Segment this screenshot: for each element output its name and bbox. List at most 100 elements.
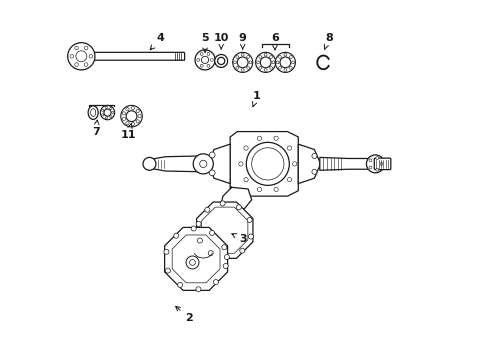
Polygon shape <box>298 144 319 184</box>
Circle shape <box>214 54 227 67</box>
Circle shape <box>239 248 244 253</box>
Circle shape <box>201 56 208 63</box>
Circle shape <box>289 67 292 69</box>
Circle shape <box>193 154 213 174</box>
Circle shape <box>241 69 244 72</box>
Circle shape <box>269 55 272 58</box>
Circle shape <box>220 201 224 206</box>
Circle shape <box>258 67 261 69</box>
Text: 7: 7 <box>92 120 100 136</box>
Circle shape <box>244 146 248 150</box>
Circle shape <box>233 61 236 64</box>
Polygon shape <box>149 156 201 172</box>
Text: 5: 5 <box>201 33 208 53</box>
Circle shape <box>209 230 214 235</box>
Circle shape <box>100 105 115 120</box>
Circle shape <box>196 58 199 61</box>
Text: 9: 9 <box>238 33 246 49</box>
Circle shape <box>246 217 252 222</box>
Circle shape <box>235 55 238 58</box>
Circle shape <box>196 287 201 292</box>
Circle shape <box>195 50 215 70</box>
Circle shape <box>105 117 107 119</box>
Circle shape <box>232 52 252 72</box>
Circle shape <box>260 57 270 68</box>
Circle shape <box>237 57 247 68</box>
Circle shape <box>221 245 226 250</box>
Circle shape <box>284 53 286 56</box>
Circle shape <box>258 55 261 58</box>
Circle shape <box>105 106 107 108</box>
Circle shape <box>248 61 251 64</box>
Circle shape <box>75 46 78 50</box>
Circle shape <box>246 55 249 58</box>
Circle shape <box>257 187 261 192</box>
Circle shape <box>287 177 291 182</box>
Circle shape <box>191 226 196 231</box>
Circle shape <box>163 249 169 254</box>
Circle shape <box>244 177 248 182</box>
Circle shape <box>131 107 134 110</box>
Ellipse shape <box>90 109 96 117</box>
FancyBboxPatch shape <box>83 52 184 60</box>
Circle shape <box>311 153 316 158</box>
Circle shape <box>206 64 209 67</box>
Circle shape <box>67 42 95 70</box>
Text: 11: 11 <box>120 124 136 140</box>
Circle shape <box>89 54 92 58</box>
Polygon shape <box>208 144 230 184</box>
Circle shape <box>70 54 73 58</box>
Circle shape <box>204 207 209 212</box>
Circle shape <box>213 280 218 285</box>
Circle shape <box>271 61 274 64</box>
Circle shape <box>273 187 278 192</box>
Circle shape <box>197 238 202 243</box>
Circle shape <box>125 122 129 125</box>
Circle shape <box>84 46 88 50</box>
Circle shape <box>177 282 183 287</box>
Ellipse shape <box>88 106 98 120</box>
Circle shape <box>200 64 203 67</box>
Circle shape <box>275 52 295 72</box>
Circle shape <box>246 67 249 69</box>
Circle shape <box>235 67 238 69</box>
Circle shape <box>110 107 112 109</box>
Circle shape <box>280 57 290 68</box>
Circle shape <box>121 105 142 127</box>
Circle shape <box>165 268 170 273</box>
Circle shape <box>368 166 371 169</box>
Circle shape <box>223 264 228 269</box>
Polygon shape <box>164 228 227 291</box>
Circle shape <box>185 256 199 269</box>
Text: 1: 1 <box>252 91 261 107</box>
Circle shape <box>241 53 244 56</box>
Circle shape <box>311 169 316 174</box>
Circle shape <box>264 69 266 72</box>
Text: 10: 10 <box>213 33 228 49</box>
Circle shape <box>284 69 286 72</box>
Circle shape <box>256 61 259 64</box>
Circle shape <box>255 52 275 72</box>
Circle shape <box>236 205 241 210</box>
Circle shape <box>276 61 279 64</box>
Circle shape <box>206 53 209 55</box>
Circle shape <box>217 57 224 64</box>
Circle shape <box>142 157 156 170</box>
Circle shape <box>122 112 125 115</box>
Circle shape <box>210 58 213 61</box>
Circle shape <box>238 162 243 166</box>
Circle shape <box>208 251 213 256</box>
Circle shape <box>291 61 294 64</box>
Circle shape <box>278 55 281 58</box>
Circle shape <box>375 168 378 171</box>
Circle shape <box>84 63 88 66</box>
Circle shape <box>126 111 137 122</box>
Circle shape <box>75 63 78 66</box>
Circle shape <box>264 53 266 56</box>
Circle shape <box>200 53 203 55</box>
Circle shape <box>248 234 253 239</box>
Circle shape <box>224 255 229 260</box>
Text: 8: 8 <box>324 33 332 49</box>
Circle shape <box>189 260 195 265</box>
Text: 6: 6 <box>270 33 278 50</box>
